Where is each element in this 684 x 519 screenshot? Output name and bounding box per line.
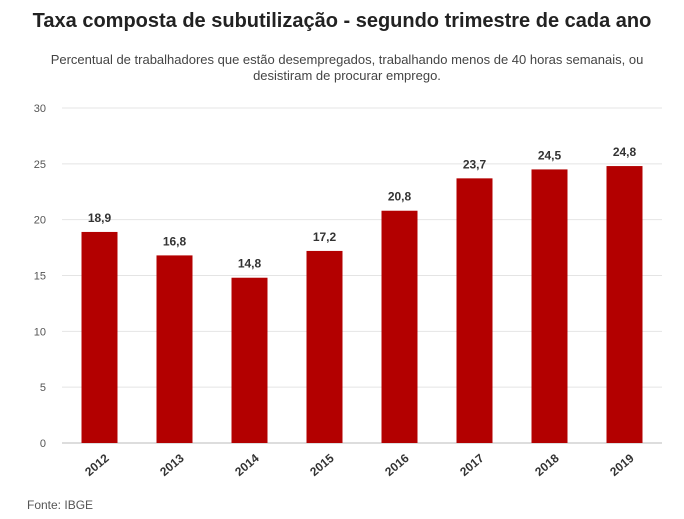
x-tick-label: 2019 [607,451,637,479]
y-tick-label: 15 [34,271,46,283]
data-label: 18,9 [88,211,112,225]
data-label: 14,8 [238,257,262,271]
bar-2015 [306,250,343,443]
bar-2018 [531,169,568,443]
chart-subtitle: Percentual de trabalhadores que estão de… [50,52,644,83]
data-label: 17,2 [313,230,337,244]
data-labels: 18,9 16,8 14,8 17,2 20,8 23,7 24,5 24,8 [88,145,637,271]
x-tick-label: 2016 [382,451,412,479]
source-note: Fonte: IBGE [27,498,94,512]
y-axis: 0 5 10 15 20 25 30 [34,103,46,450]
bar-2014 [231,277,268,443]
y-tick-label: 20 [34,215,46,227]
x-tick-label: 2017 [457,451,487,479]
x-tick-label: 2013 [157,451,187,479]
x-tick-label: 2012 [82,451,112,479]
chart-title: Taxa composta de subutilização - segundo… [32,10,652,32]
y-tick-label: 0 [40,438,46,450]
bar-2012 [81,231,118,443]
bar-2017 [456,178,493,443]
x-tick-label: 2018 [532,451,562,479]
y-tick-label: 10 [34,326,46,338]
x-tick-label: 2015 [307,451,337,479]
x-axis: 2012 2013 2014 2015 2016 2017 2018 2019 [82,451,637,479]
data-label: 23,7 [463,157,487,171]
bars [81,166,643,444]
data-label: 24,8 [613,145,637,159]
bar-2019 [606,166,643,444]
y-tick-label: 25 [34,159,46,171]
bar-2013 [156,255,193,443]
y-tick-label: 5 [40,382,46,394]
bar-2016 [381,210,418,443]
data-label: 16,8 [163,234,187,248]
data-label: 20,8 [388,190,412,204]
x-tick-label: 2014 [232,451,262,479]
gridlines [62,107,662,444]
y-tick-label: 30 [34,103,46,115]
data-label: 24,5 [538,148,562,162]
